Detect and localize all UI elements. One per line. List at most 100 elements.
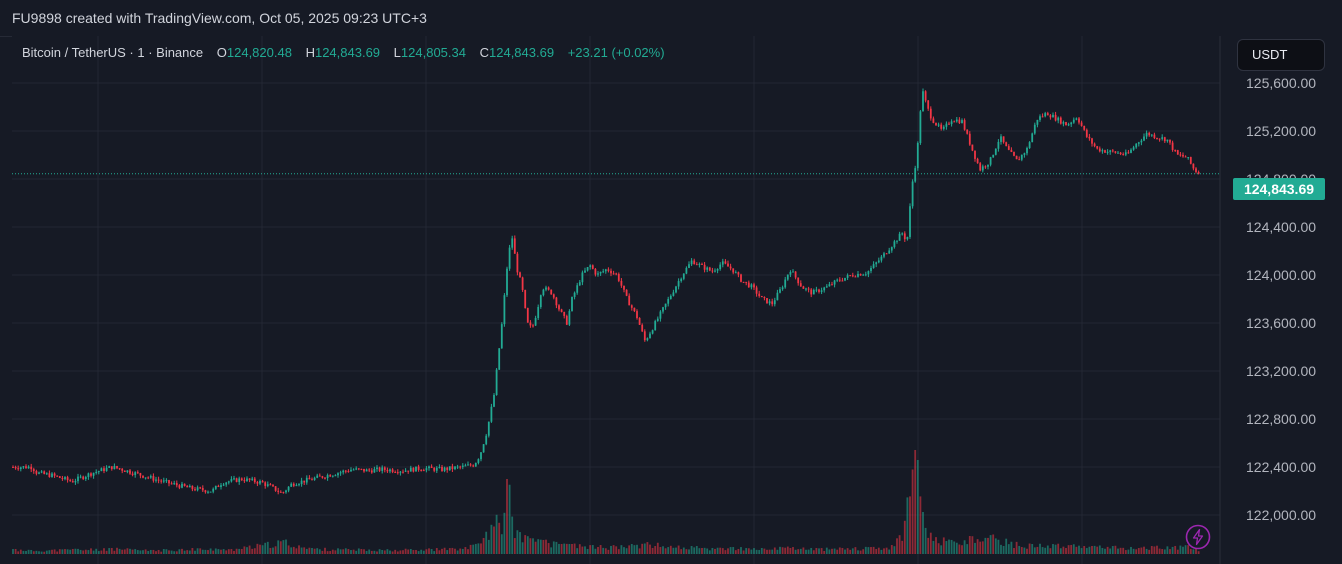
volume-bar bbox=[105, 550, 108, 554]
candle-body bbox=[961, 120, 963, 124]
volume-bar bbox=[971, 536, 974, 554]
candle-body bbox=[599, 271, 602, 274]
candle-body bbox=[409, 467, 412, 472]
candle-body bbox=[329, 475, 332, 477]
candle-body bbox=[1098, 148, 1101, 152]
volume-bar bbox=[51, 549, 53, 554]
volume-bar bbox=[295, 548, 298, 554]
candle-body bbox=[940, 124, 943, 129]
candle-body bbox=[493, 394, 495, 407]
candle-body bbox=[649, 333, 651, 339]
volume-bar bbox=[407, 549, 410, 554]
volume-bar bbox=[1046, 545, 1049, 554]
candle-body bbox=[563, 311, 566, 316]
volume-bar bbox=[693, 547, 696, 554]
volume-bar bbox=[1171, 546, 1174, 554]
volume-bar bbox=[165, 549, 168, 554]
candle-body bbox=[672, 292, 675, 296]
candle-body bbox=[586, 267, 589, 271]
volume-bar bbox=[807, 549, 810, 554]
volume-bar bbox=[428, 548, 430, 554]
candle-body bbox=[142, 475, 144, 478]
candle-body bbox=[680, 278, 683, 282]
candles bbox=[12, 88, 1200, 495]
lightning-icon[interactable] bbox=[1185, 524, 1211, 550]
volume-bar bbox=[903, 520, 906, 554]
candle-body bbox=[966, 129, 969, 134]
candle-body bbox=[1000, 136, 1002, 142]
candle-body bbox=[1114, 151, 1117, 153]
price-chart[interactable]: 125,600.00125,200.00124,800.00124,400.00… bbox=[12, 36, 1342, 564]
volume-bar bbox=[1078, 545, 1080, 554]
volume-bar bbox=[955, 542, 958, 554]
volume-bar bbox=[139, 550, 142, 554]
volume-bar bbox=[183, 550, 186, 554]
candle-body bbox=[459, 466, 462, 468]
high-value: 124,843.69 bbox=[314, 45, 381, 60]
volume-bar bbox=[298, 545, 300, 554]
chart-panel[interactable]: 125,600.00125,200.00124,800.00124,400.00… bbox=[12, 36, 1342, 564]
volume-bar bbox=[14, 548, 17, 554]
volume-bar bbox=[849, 549, 852, 554]
price-axis-background bbox=[1220, 36, 1342, 564]
candle-body bbox=[927, 100, 930, 109]
candle-body bbox=[181, 483, 183, 488]
volume-bar bbox=[90, 548, 92, 554]
candle-body bbox=[1062, 122, 1065, 124]
candle-body bbox=[66, 477, 69, 481]
grid-lines bbox=[12, 36, 1220, 564]
volume-bar bbox=[682, 547, 685, 554]
volume-bar bbox=[1148, 549, 1151, 554]
candle-body bbox=[412, 467, 415, 472]
volume-bar bbox=[433, 551, 436, 554]
candle-body bbox=[391, 469, 394, 472]
volume-bar bbox=[519, 532, 521, 554]
volume-bar bbox=[1114, 545, 1117, 554]
volume-bar bbox=[1161, 549, 1164, 554]
candle-body bbox=[667, 298, 670, 304]
candle-body bbox=[1158, 138, 1161, 140]
candle-body bbox=[82, 476, 85, 479]
volume-bar bbox=[287, 545, 290, 554]
candle-body bbox=[220, 485, 222, 487]
volume-bar bbox=[797, 549, 800, 554]
volume-bar bbox=[1169, 549, 1171, 554]
volume-bar bbox=[474, 543, 477, 554]
volume-bar bbox=[116, 547, 118, 554]
candle-body bbox=[997, 141, 1000, 149]
currency-button[interactable]: USDT bbox=[1237, 39, 1325, 71]
candle-body bbox=[318, 475, 321, 477]
volume-bar bbox=[677, 545, 680, 554]
volume-bar bbox=[1085, 548, 1088, 554]
volume-bar bbox=[246, 547, 248, 554]
volume-bar bbox=[979, 541, 982, 554]
volume-bar bbox=[472, 544, 475, 554]
candle-body bbox=[537, 306, 540, 318]
volume-bar bbox=[560, 544, 563, 554]
symbol-title[interactable]: Bitcoin / TetherUS · 1 · Binance bbox=[22, 45, 204, 60]
candle-body bbox=[383, 467, 386, 470]
volume-bar bbox=[1070, 544, 1073, 554]
candle-body bbox=[129, 470, 131, 474]
volume-bar bbox=[316, 548, 319, 554]
price-tick-label: 124,000.00 bbox=[1246, 267, 1316, 283]
volume-bar bbox=[1197, 551, 1200, 554]
candle-body bbox=[987, 164, 989, 167]
volume-bar bbox=[698, 548, 701, 554]
volume-bar bbox=[1007, 544, 1010, 554]
candle-body bbox=[708, 267, 711, 271]
candle-body bbox=[623, 285, 625, 290]
candle-body bbox=[165, 480, 168, 482]
candle-body bbox=[701, 263, 703, 265]
volume-bar bbox=[404, 548, 407, 554]
volume-bar bbox=[443, 547, 446, 554]
top-bar: FU9898 created with TradingView.com, Oct… bbox=[0, 0, 1342, 37]
candle-body bbox=[1020, 154, 1023, 160]
candle-body bbox=[110, 466, 113, 470]
volume-bar bbox=[389, 550, 391, 554]
candle-body bbox=[638, 318, 641, 325]
candle-body bbox=[64, 477, 66, 479]
volume-bar bbox=[313, 548, 316, 554]
volume-bar bbox=[487, 539, 490, 554]
candle-body bbox=[914, 168, 917, 182]
